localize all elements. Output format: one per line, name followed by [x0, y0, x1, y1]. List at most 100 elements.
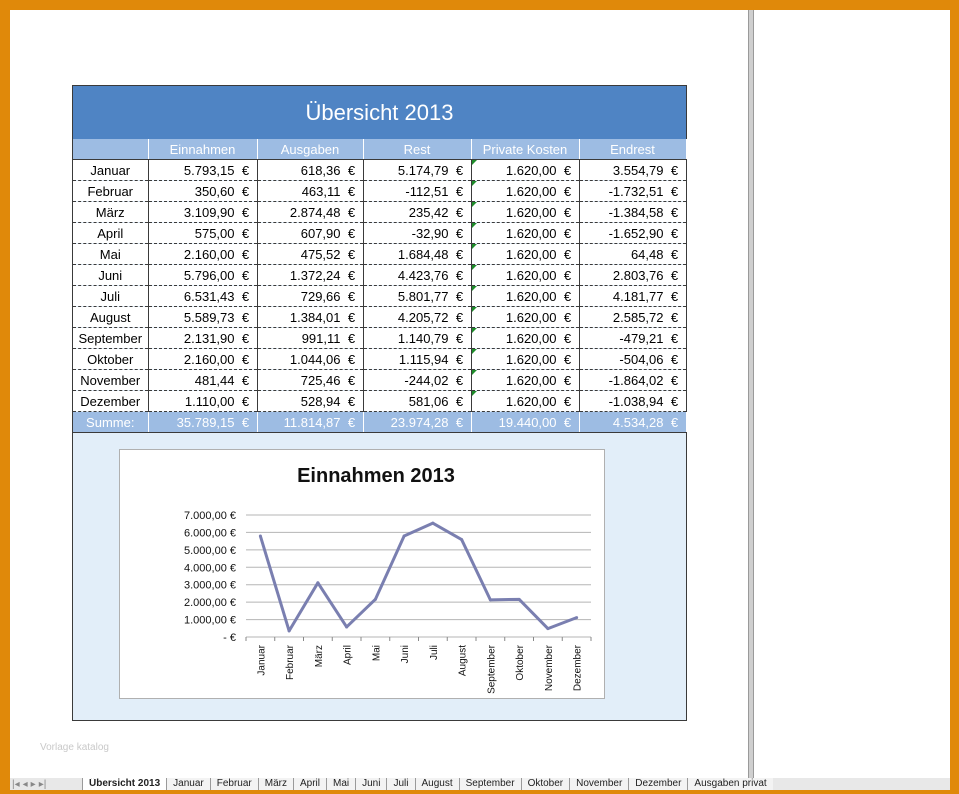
value-cell[interactable]: 4.181,77 € [579, 285, 687, 307]
month-cell[interactable]: Dezember [73, 390, 149, 412]
value-cell[interactable]: 1.384,01 € [257, 306, 364, 328]
window-split-bar[interactable] [748, 10, 754, 780]
month-cell[interactable]: Februar [73, 180, 149, 202]
sheet-tab[interactable]: Übersicht 2013 [82, 778, 167, 790]
value-cell[interactable]: 4.205,72 € [363, 306, 472, 328]
value-cell[interactable]: 11.814,87 € [257, 411, 364, 433]
value-cell[interactable]: 618,36 € [257, 159, 364, 181]
prev-sheet-icon[interactable]: ◂ [22, 778, 28, 790]
sheet-tab[interactable]: März [257, 778, 293, 790]
value-cell[interactable]: 350,60 € [148, 180, 258, 202]
value-cell[interactable]: 729,66 € [257, 285, 364, 307]
sheet-tab[interactable]: Mai [326, 778, 356, 790]
value-cell[interactable]: 5.801,77 € [363, 285, 472, 307]
value-cell[interactable]: -244,02 € [363, 369, 472, 391]
value-cell[interactable]: 3.109,90 € [148, 201, 258, 223]
month-cell[interactable]: Juni [73, 264, 149, 286]
value-cell[interactable]: -1.732,51 € [579, 180, 687, 202]
last-sheet-icon[interactable]: ▸| [38, 778, 47, 790]
value-cell[interactable]: 64,48 € [579, 243, 687, 265]
income-chart[interactable]: Einnahmen 2013 - € 1.000,00 € 2.000,00 € 3.0… [119, 449, 605, 699]
value-cell[interactable]: 1.115,94 € [363, 348, 472, 370]
tab-navigation[interactable]: |◂ ◂ ▸ ▸| [10, 778, 82, 790]
value-cell[interactable]: 1.140,79 € [363, 327, 472, 349]
value-cell[interactable]: 1.620,00 € [471, 222, 580, 244]
column-header[interactable]: Private Kosten [471, 139, 580, 160]
value-cell[interactable]: -32,90 € [363, 222, 472, 244]
sheet-tab[interactable]: Januar [166, 778, 210, 790]
value-cell[interactable]: 1.620,00 € [471, 327, 580, 349]
value-cell[interactable]: 2.874,48 € [257, 201, 364, 223]
value-cell[interactable]: 6.531,43 € [148, 285, 258, 307]
value-cell[interactable]: 4.534,28 € [579, 411, 687, 433]
month-cell[interactable]: Mai [73, 243, 149, 265]
sheet-tab[interactable]: Oktober [520, 778, 570, 790]
value-cell[interactable]: -1.652,90 € [579, 222, 687, 244]
value-cell[interactable]: 463,11 € [257, 180, 364, 202]
value-cell[interactable]: 1.620,00 € [471, 348, 580, 370]
value-cell[interactable]: -1.384,58 € [579, 201, 687, 223]
value-cell[interactable]: 2.131,90 € [148, 327, 258, 349]
value-cell[interactable]: 35.789,15 € [148, 411, 258, 433]
value-cell[interactable]: 5.796,00 € [148, 264, 258, 286]
column-header[interactable]: Rest [363, 139, 472, 160]
value-cell[interactable]: 1.620,00 € [471, 285, 580, 307]
value-cell[interactable]: 581,06 € [363, 390, 472, 412]
value-cell[interactable]: 235,42 € [363, 201, 472, 223]
sheet-tab[interactable]: August [414, 778, 459, 790]
value-cell[interactable]: 4.423,76 € [363, 264, 472, 286]
value-cell[interactable]: 575,00 € [148, 222, 258, 244]
value-cell[interactable]: 991,11 € [257, 327, 364, 349]
sheet-tab[interactable]: September [458, 778, 521, 790]
value-cell[interactable]: 5.589,73 € [148, 306, 258, 328]
sheet-tab[interactable]: Juli [386, 778, 415, 790]
value-cell[interactable]: 1.620,00 € [471, 306, 580, 328]
value-cell[interactable]: 2.585,72 € [579, 306, 687, 328]
month-cell[interactable]: Januar [73, 159, 149, 181]
value-cell[interactable]: -1.038,94 € [579, 390, 687, 412]
value-cell[interactable]: -479,21 € [579, 327, 687, 349]
value-cell[interactable]: 1.110,00 € [148, 390, 258, 412]
value-cell[interactable]: 2.160,00 € [148, 243, 258, 265]
month-cell[interactable]: April [73, 222, 149, 244]
spreadsheet-area[interactable]: Übersicht 2013 Einnahmen Ausgaben Rest Priv… [10, 10, 950, 780]
value-cell[interactable]: 1.620,00 € [471, 201, 580, 223]
column-header[interactable]: Endrest [579, 139, 687, 160]
first-sheet-icon[interactable]: |◂ [12, 778, 20, 790]
next-sheet-icon[interactable]: ▸ [30, 778, 36, 790]
value-cell[interactable]: 23.974,28 € [363, 411, 472, 433]
value-cell[interactable]: 475,52 € [257, 243, 364, 265]
value-cell[interactable]: 1.620,00 € [471, 369, 580, 391]
month-cell[interactable]: August [73, 306, 149, 328]
value-cell[interactable]: -1.864,02 € [579, 369, 687, 391]
month-cell[interactable]: September [73, 327, 149, 349]
value-cell[interactable]: 1.620,00 € [471, 243, 580, 265]
column-header[interactable]: Ausgaben [257, 139, 364, 160]
value-cell[interactable]: 2.803,76 € [579, 264, 687, 286]
value-cell[interactable]: 3.554,79 € [579, 159, 687, 181]
value-cell[interactable]: 1.620,00 € [471, 264, 580, 286]
value-cell[interactable]: 1.620,00 € [471, 159, 580, 181]
month-cell[interactable]: November [73, 369, 149, 391]
sheet-tab[interactable]: November [569, 778, 629, 790]
value-cell[interactable]: 607,90 € [257, 222, 364, 244]
sheet-tab[interactable]: April [292, 778, 326, 790]
sum-label[interactable]: Summe: [73, 411, 149, 433]
value-cell[interactable]: 19.440,00 € [471, 411, 580, 433]
sheet-tab[interactable]: Ausgaben privat [687, 778, 773, 790]
column-header[interactable]: Einnahmen [148, 139, 258, 160]
value-cell[interactable]: 1.620,00 € [471, 390, 580, 412]
value-cell[interactable]: 1.684,48 € [363, 243, 472, 265]
value-cell[interactable]: 1.372,24 € [257, 264, 364, 286]
value-cell[interactable]: 725,46 € [257, 369, 364, 391]
value-cell[interactable]: 528,94 € [257, 390, 364, 412]
value-cell[interactable]: 5.174,79 € [363, 159, 472, 181]
month-cell[interactable]: Juli [73, 285, 149, 307]
month-cell[interactable]: Oktober [73, 348, 149, 370]
value-cell[interactable]: -112,51 € [363, 180, 472, 202]
value-cell[interactable]: 1.620,00 € [471, 180, 580, 202]
value-cell[interactable]: 2.160,00 € [148, 348, 258, 370]
sheet-tab[interactable]: Juni [355, 778, 387, 790]
value-cell[interactable]: 481,44 € [148, 369, 258, 391]
sheet-tab[interactable]: Februar [209, 778, 258, 790]
